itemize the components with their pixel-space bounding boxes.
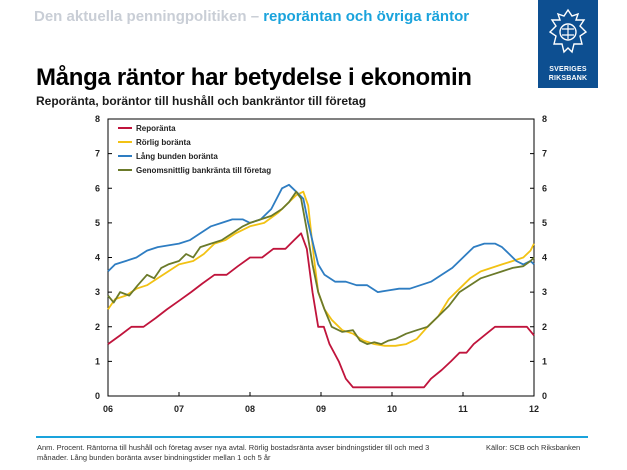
y-tick-label-right: 1 [542, 356, 547, 366]
y-tick-label-right: 0 [542, 391, 547, 401]
y-tick-label-left: 7 [95, 149, 100, 159]
series-line-2 [107, 183, 535, 294]
x-tick-label: 10 [387, 404, 397, 414]
x-tick-label: 12 [529, 404, 539, 414]
series-line-3 [107, 190, 535, 346]
header-separator: – [246, 8, 264, 25]
y-tick-label-left: 4 [95, 253, 100, 263]
logo-line2: RIKSBANK [548, 75, 588, 82]
y-tick-label-right: 2 [542, 322, 547, 332]
y-tick-label-left: 1 [95, 356, 100, 366]
logo-line1: SVERIGES [549, 66, 587, 73]
legend-label-0: Reporänta [136, 124, 176, 133]
x-tick-label: 09 [316, 404, 326, 414]
y-tick-label-left: 6 [95, 183, 100, 193]
series-line-0 [107, 232, 535, 389]
y-tick-label-right: 5 [542, 218, 547, 228]
y-tick-label-left: 0 [95, 391, 100, 401]
y-tick-label-right: 4 [542, 253, 547, 263]
presentation-header: Den aktuella penningpolitiken – reporänt… [34, 8, 469, 25]
y-tick-label-right: 6 [542, 183, 547, 193]
riksbank-logo: SVERIGES RIKSBANK [538, 0, 598, 88]
y-tick-label-left: 8 [95, 114, 100, 124]
header-topic: reporäntan och övriga räntor [263, 8, 470, 25]
x-tick-label: 06 [103, 404, 113, 414]
legend-label-3: Genomsnittlig bankränta till företag [136, 166, 271, 175]
riksbank-crest-icon [548, 8, 588, 54]
x-tick-label: 07 [174, 404, 184, 414]
y-tick-label-right: 8 [542, 114, 547, 124]
x-tick-label: 11 [458, 404, 468, 414]
header-section: Den aktuella penningpolitiken [34, 8, 247, 25]
y-tick-label-left: 3 [95, 287, 100, 297]
y-tick-label-right: 7 [542, 149, 547, 159]
footer-note: Anm. Procent. Räntorna till hushåll och … [37, 443, 430, 462]
y-tick-label-right: 3 [542, 287, 547, 297]
legend-label-1: Rörlig boränta [136, 138, 191, 147]
page-title: Många räntor har betydelse i ekonomin [36, 64, 472, 91]
x-tick-label: 08 [245, 404, 255, 414]
footer-source: Källor: SCB och Riksbanken [486, 443, 581, 452]
legend-label-2: Lång bunden boränta [136, 152, 218, 161]
footer-rule [36, 436, 588, 438]
page-subtitle: Reporänta, boräntor till hushåll och ban… [36, 94, 367, 108]
y-tick-label-left: 5 [95, 218, 100, 228]
y-tick-label-left: 2 [95, 322, 100, 332]
